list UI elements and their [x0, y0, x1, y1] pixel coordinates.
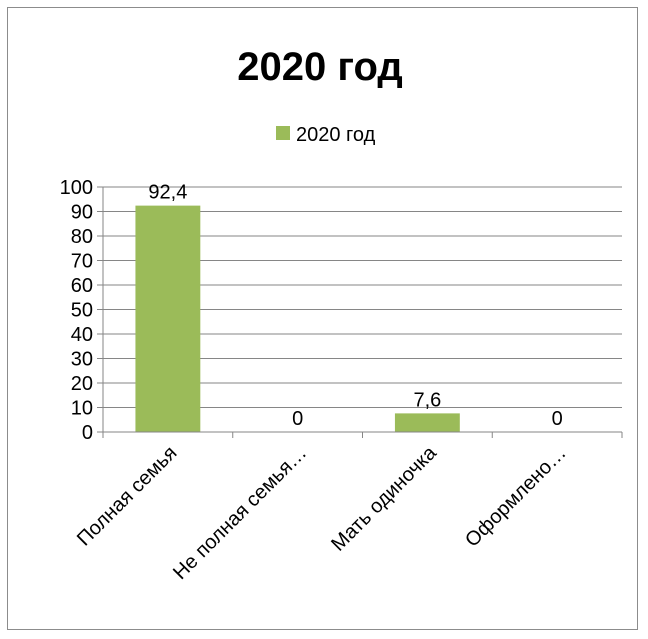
y-tick-label: 90 — [71, 202, 93, 224]
data-label: 0 — [292, 408, 303, 430]
y-tick-label: 0 — [82, 422, 93, 444]
y-tick-label: 10 — [71, 398, 93, 420]
data-label: 0 — [552, 408, 563, 430]
category-label: Полная семья — [73, 442, 181, 550]
y-tick-label: 30 — [71, 349, 93, 371]
bar — [394, 413, 460, 432]
category-label: Мать одиночка — [327, 441, 441, 555]
bar — [135, 205, 201, 432]
y-tick-label: 70 — [71, 251, 93, 273]
data-labels: 92,4 0 7,6 0 — [148, 182, 562, 430]
data-label: 92,4 — [148, 182, 187, 204]
y-tick-label: 40 — [71, 324, 93, 346]
y-tick-label: 60 — [71, 275, 93, 297]
chart-title: 2020 год — [237, 45, 403, 89]
axes — [97, 186, 623, 438]
y-tick-label: 100 — [60, 177, 93, 199]
category-label: Оформлено… — [461, 442, 571, 552]
bars — [135, 205, 460, 432]
chart-frame — [7, 7, 638, 630]
legend: 2020 год — [276, 124, 376, 146]
y-tick-label: 50 — [71, 300, 93, 322]
legend-label: 2020 год — [296, 124, 376, 146]
data-label: 7,6 — [413, 389, 441, 411]
legend-swatch — [276, 126, 290, 140]
y-tick-label: 80 — [71, 226, 93, 248]
y-tick-label: 20 — [71, 373, 93, 395]
category-label: Не полная семья… — [169, 442, 311, 584]
